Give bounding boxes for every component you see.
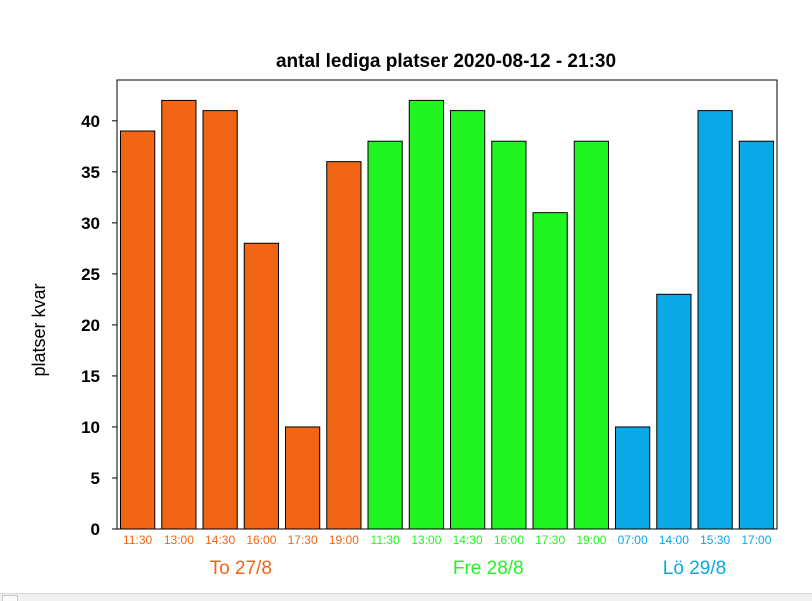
x-tick-label: 15:30 [700, 533, 730, 547]
x-axis: 11:30 13:00 14:30 16:00 17:30 19:00 11:30 13:00… [123, 533, 772, 547]
group-label: Lö 29/8 [663, 558, 726, 579]
x-tick-label: 17:30 [288, 533, 318, 547]
bar [491, 140, 527, 530]
scroll-grip[interactable] [2, 595, 18, 601]
x-tick-label: 07:00 [618, 533, 648, 547]
x-tick-label: 13:00 [411, 533, 441, 547]
y-tick-label: 30 [81, 214, 100, 233]
y-axis-label: platser kvar [29, 283, 49, 376]
y-tick-label: 35 [81, 163, 100, 182]
group-label: To 27/8 [210, 558, 272, 579]
plot-frame [116, 79, 778, 530]
bar [120, 130, 156, 530]
x-tick-label: 17:00 [741, 533, 771, 547]
group-label: Fre 28/8 [453, 558, 524, 579]
y-tick-label: 0 [91, 520, 100, 539]
x-tick-label: 16:00 [494, 533, 524, 547]
bar [697, 110, 733, 530]
x-tick-label: 14:30 [453, 533, 483, 547]
y-tick-label: 5 [91, 469, 100, 488]
x-tick-label: 16:00 [246, 533, 276, 547]
bar [656, 293, 692, 530]
x-tick-label: 19:00 [576, 533, 606, 547]
x-tick-label: 17:30 [535, 533, 565, 547]
bar [738, 140, 774, 530]
bar [615, 426, 651, 530]
y-tick-label: 20 [81, 316, 100, 335]
bar [408, 99, 444, 530]
x-tick-label: 14:30 [205, 533, 235, 547]
bar [573, 140, 609, 530]
bar [285, 426, 321, 530]
bar [450, 110, 486, 530]
bar [243, 242, 279, 530]
x-tick-label: 13:00 [164, 533, 194, 547]
chart-title: antal lediga platser 2020-08-12 - 21:30 [276, 51, 616, 72]
bar [326, 161, 362, 530]
bar [532, 212, 568, 530]
x-tick-label: 11:30 [123, 533, 152, 547]
group-labels: To 27/8 Fre 28/8 Lö 29/8 [210, 558, 727, 579]
bar [202, 110, 238, 530]
window-bottom-edge [0, 593, 812, 601]
bar [161, 99, 197, 530]
bar-series [120, 99, 774, 530]
bar [367, 140, 403, 530]
x-tick-label: 14:00 [659, 533, 689, 547]
y-tick-label: 10 [81, 418, 100, 437]
x-tick-label: 11:30 [371, 533, 400, 547]
x-tick-label: 19:00 [329, 533, 359, 547]
y-tick-label: 15 [81, 367, 100, 386]
y-axis: 0 5 10 15 20 25 30 35 40 [81, 112, 117, 539]
y-tick-label: 40 [81, 112, 100, 131]
y-tick-label: 25 [81, 265, 100, 284]
